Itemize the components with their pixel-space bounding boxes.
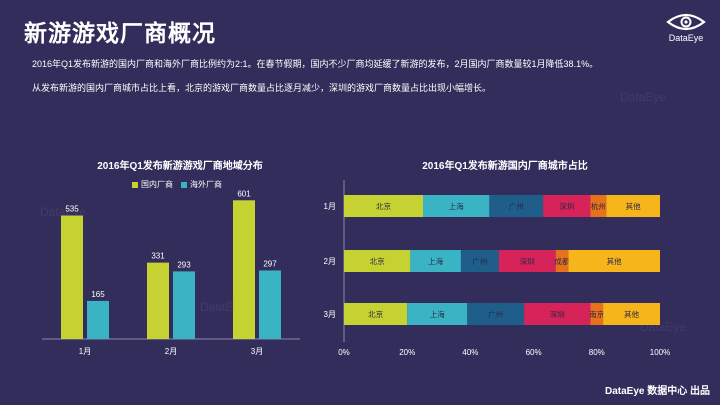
stacked-chart-y-tick-label: 1月 [324, 202, 336, 211]
stacked-segment [344, 303, 408, 325]
page-title: 新游游戏厂商概况 [24, 20, 216, 46]
bar-overseas [87, 300, 109, 339]
stacked-chart-x-tick-label: 20% [399, 348, 415, 357]
stacked-segment-label: 深圳 [520, 256, 535, 266]
bar-overseas [173, 271, 195, 339]
dataeye-logo-icon [666, 13, 706, 31]
bar-chart-legend: 国内厂商 海外厂商 [132, 179, 222, 190]
legend-label-overseas: 海外厂商 [190, 180, 222, 189]
legend-label-domestic: 国内厂商 [141, 180, 173, 189]
legend-swatch-domestic [132, 181, 138, 188]
stacked-segment-label: 上海 [428, 256, 443, 266]
stacked-segment [467, 303, 525, 325]
bar-data-label: 331 [151, 252, 165, 261]
stacked-segment-label: 北京 [370, 256, 385, 266]
stacked-chart-x-tick-label: 0% [338, 348, 350, 357]
stacked-segment [568, 250, 660, 272]
legend-item-overseas: 海外厂商 [181, 179, 222, 190]
bar-data-label: 601 [237, 189, 251, 198]
bar-overseas [259, 270, 281, 339]
stacked-chart-title: 2016年Q1发布新游国内厂商城市占比 [422, 161, 588, 172]
stacked-segment-label: 广州 [509, 201, 524, 211]
stacked-segment-label: 深圳 [559, 201, 574, 211]
stacked-segment [555, 250, 569, 272]
stacked-segment-label: 北京 [368, 309, 383, 319]
stacked-segment-label: 其他 [607, 256, 622, 266]
footer-credit: DataEye 数据中心 出品 [604, 386, 710, 397]
bar-data-label: 297 [263, 259, 277, 268]
stacked-segment-label: 南京 [589, 309, 604, 319]
legend-item-domestic: 国内厂商 [132, 179, 173, 190]
stacked-chart-x-tick-label: 80% [589, 348, 605, 357]
stacked-segment [606, 195, 660, 217]
bar-chart-x-tick-label: 1月 [79, 347, 91, 356]
stacked-segment [498, 250, 556, 272]
stacked-segment-label: 上海 [449, 201, 464, 211]
stacked-segment-label: 广州 [488, 309, 503, 319]
stacked-segment [524, 303, 591, 325]
stacked-segment-label: 其他 [624, 309, 639, 319]
summary-paragraph-2: 从发布新游的国内厂商城市占比上看，北京的游戏厂商数量占比逐月减少，深圳的游戏厂商… [32, 83, 492, 93]
stacked-segment [603, 303, 660, 325]
stacked-segment [407, 303, 468, 325]
stacked-chart-x-tick-label: 100% [650, 348, 670, 357]
stacked-chart-x-tick-label: 40% [462, 348, 478, 357]
legend-swatch-overseas [181, 181, 187, 188]
bar-chart-x-tick-label: 2月 [165, 347, 177, 356]
bar-chart-x-tick-label: 3月 [251, 347, 263, 356]
stacked-chart-y-tick-label: 3月 [324, 310, 336, 319]
summary-paragraph-1: 2016年Q1发布新游的国内厂商和海外厂商比例约为2:1。在春节假期，国内不少厂… [32, 59, 599, 69]
stacked-segment-label: 北京 [376, 201, 391, 211]
bar-domestic [147, 262, 169, 339]
stacked-segment [590, 195, 607, 217]
stacked-segment [344, 250, 411, 272]
stacked-segment [410, 250, 461, 272]
watermark: DataEye [620, 90, 667, 104]
stacked-segment-label: 其他 [626, 201, 641, 211]
stacked-segment-label: 杭州 [591, 201, 606, 211]
stacked-segment-label: 广州 [472, 256, 487, 266]
stacked-segment [423, 195, 490, 217]
bar-chart-title: 2016年Q1发布新游游戏厂商地域分布 [97, 161, 263, 172]
stacked-segment [543, 195, 591, 217]
stacked-segment [460, 250, 499, 272]
stacked-segment [590, 303, 604, 325]
bar-data-label: 165 [91, 290, 105, 299]
stacked-segment [489, 195, 544, 217]
logo-text: DataEye [668, 33, 704, 43]
stacked-segment [344, 195, 423, 217]
stacked-segment-label: 深圳 [550, 309, 565, 319]
bar-data-label: 293 [177, 260, 191, 269]
bar-domestic [61, 215, 83, 339]
stacked-segment-label: 上海 [430, 309, 445, 319]
bar-domestic [233, 200, 255, 339]
stacked-chart-y-tick-label: 2月 [324, 257, 336, 266]
stacked-segment-label: 成都 [555, 256, 570, 266]
bar-data-label: 535 [65, 205, 79, 214]
watermark: DataEye [40, 205, 87, 219]
stacked-chart-x-tick-label: 60% [526, 348, 542, 357]
